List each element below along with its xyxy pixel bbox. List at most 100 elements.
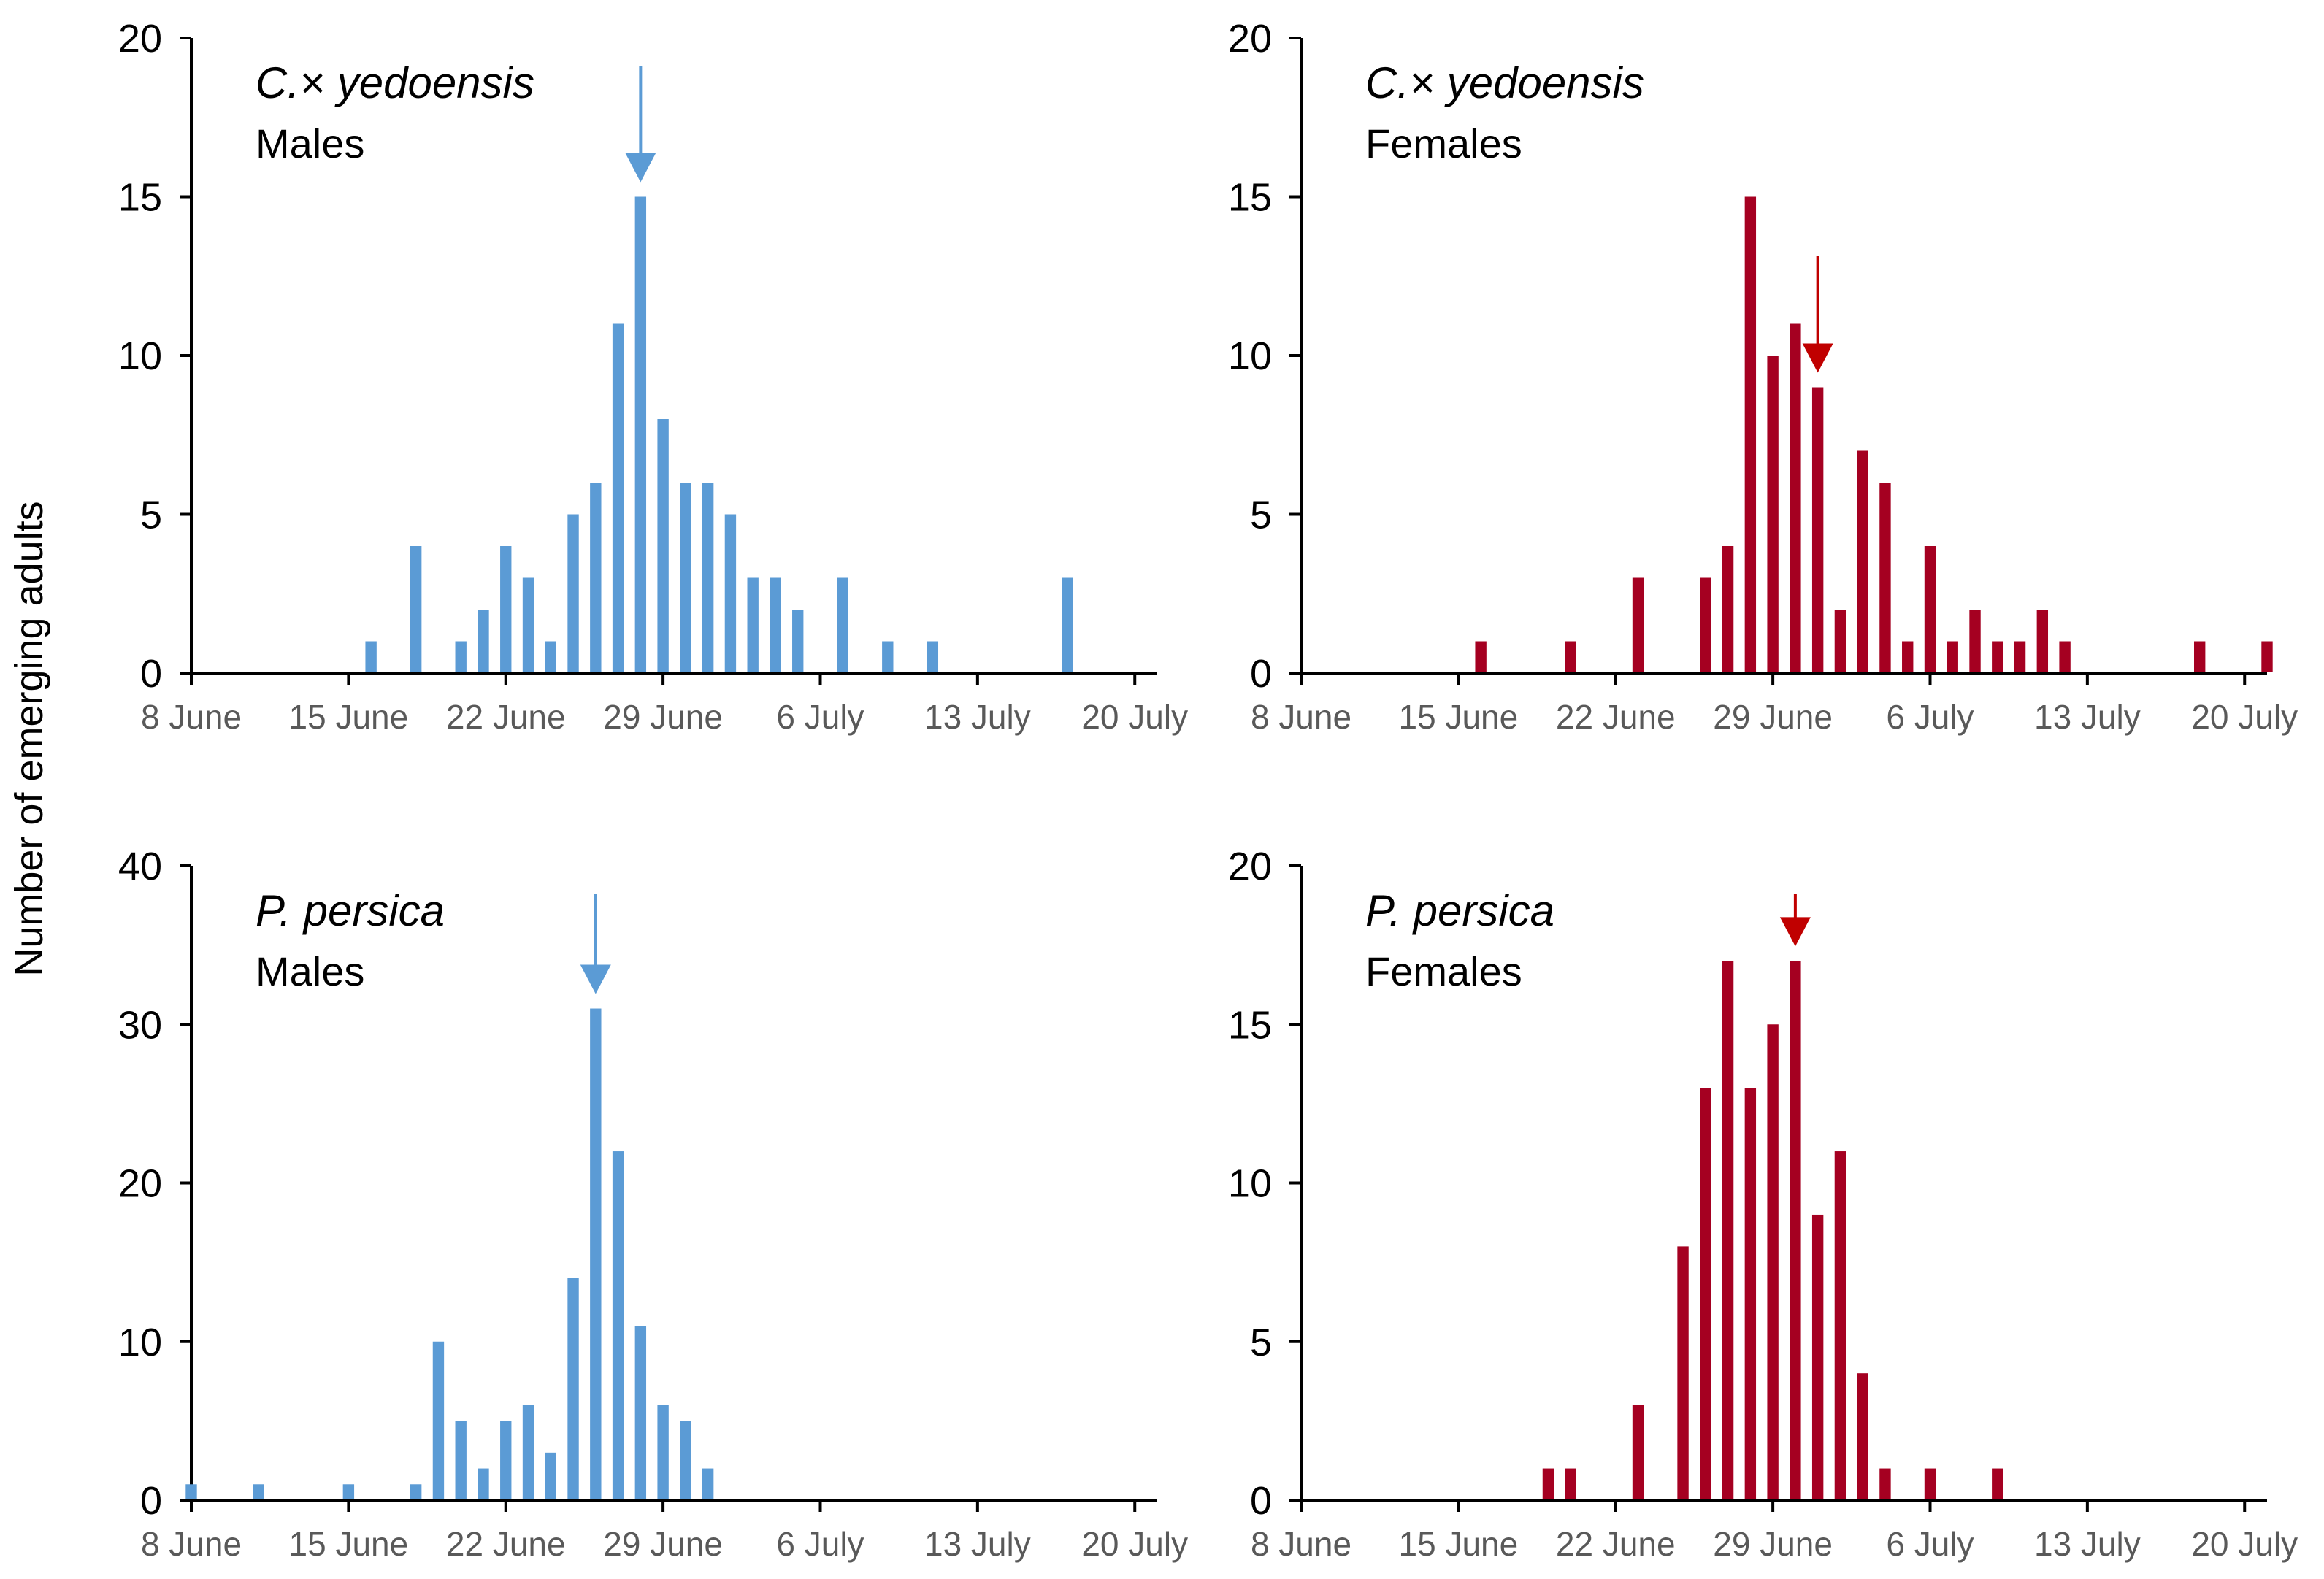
x-tick-label: 29 June xyxy=(603,1525,723,1563)
bar xyxy=(1542,1468,1554,1499)
bar xyxy=(1992,641,2003,672)
bar xyxy=(590,1008,602,1499)
x-tick-label: 6 July xyxy=(776,698,864,736)
y-tick-label: 15 xyxy=(1228,1003,1272,1047)
y-tick-label: 0 xyxy=(140,652,162,696)
bar xyxy=(1767,1024,1779,1499)
bar xyxy=(1857,450,1868,672)
bar xyxy=(365,641,377,672)
bar xyxy=(567,1278,579,1499)
bar xyxy=(342,1484,355,1499)
bar xyxy=(567,514,579,672)
bar xyxy=(1790,961,1801,1499)
x-tick-label: 15 June xyxy=(1399,698,1519,736)
bar xyxy=(657,1405,669,1499)
bar xyxy=(2036,610,2049,672)
x-tick-label: 8 June xyxy=(141,1525,242,1563)
bar xyxy=(500,1421,512,1499)
bar xyxy=(1879,483,1891,672)
x-tick-label: 6 July xyxy=(776,1525,864,1563)
species-label: C.× yedoensis xyxy=(256,58,534,107)
bar xyxy=(1475,641,1487,672)
bar xyxy=(634,1326,647,1499)
y-tick-label: 10 xyxy=(118,334,162,378)
y-tick-label: 20 xyxy=(118,17,162,61)
bar xyxy=(522,577,534,672)
y-tick-label: 10 xyxy=(1228,334,1272,378)
bar xyxy=(792,610,804,672)
bar xyxy=(455,641,467,672)
x-tick-label: 20 July xyxy=(2191,698,2298,736)
x-tick-label: 29 June xyxy=(1713,698,1833,736)
bar xyxy=(724,514,737,672)
bar xyxy=(1790,323,1801,672)
bar xyxy=(1565,1468,1576,1499)
bar xyxy=(2194,641,2206,672)
x-tick-label: 20 July xyxy=(2191,1525,2298,1563)
x-tick-label: 13 July xyxy=(2034,1525,2141,1563)
chart-panel-3: 0 10 20 30 40 8 June 15 June 22 June 29 June 6 Ju… xyxy=(118,845,1188,1563)
x-tick-label: 22 June xyxy=(1556,698,1676,736)
bar xyxy=(680,483,691,672)
y-tick-label: 5 xyxy=(1250,493,1272,537)
x-tick-label: 8 June xyxy=(1251,698,1351,736)
y-tick-label: 10 xyxy=(1228,1162,1272,1206)
y-tick-label: 40 xyxy=(118,845,162,888)
bar xyxy=(1811,1214,1824,1499)
x-tick-label: 15 June xyxy=(289,698,409,736)
x-tick-label: 22 June xyxy=(446,1525,566,1563)
bar xyxy=(612,1151,624,1499)
bar xyxy=(500,546,512,672)
x-tick-label: 13 July xyxy=(924,1525,1031,1563)
bar xyxy=(1857,1373,1868,1499)
x-tick-label: 13 July xyxy=(924,698,1031,736)
x-tick-label: 29 June xyxy=(603,698,723,736)
chart-panel-4: 0 5 10 15 20 8 June 15 June 22 June 29 June 6 Jul… xyxy=(1228,845,2298,1563)
bar xyxy=(253,1484,264,1499)
y-tick-label: 0 xyxy=(1250,1479,1272,1523)
bar xyxy=(1722,546,1734,672)
arrow-head xyxy=(625,153,656,183)
bar xyxy=(410,1484,422,1499)
species-label: P. persica xyxy=(256,886,445,935)
bar xyxy=(1947,641,1958,672)
bar xyxy=(545,1452,556,1499)
x-tick-label: 6 July xyxy=(1886,698,1974,736)
x-tick-label: 15 June xyxy=(289,1525,409,1563)
bar xyxy=(410,546,422,672)
y-tick-label: 30 xyxy=(118,1003,162,1047)
bar xyxy=(837,577,848,672)
bar xyxy=(702,483,714,672)
y-tick-label: 20 xyxy=(118,1162,162,1206)
bar xyxy=(1744,1088,1757,1499)
bar xyxy=(432,1341,445,1499)
bar xyxy=(634,196,647,672)
bar xyxy=(702,1468,714,1499)
chart-panels: 0 5 10 15 20 8 June 15 June 22 June 29 June 6 Jul… xyxy=(118,17,2298,1563)
x-tick-label: 13 July xyxy=(2034,698,2141,736)
bar xyxy=(1924,1468,1936,1499)
x-tick-label: 6 July xyxy=(1886,1525,1974,1563)
bar xyxy=(185,1484,197,1499)
bar xyxy=(927,641,939,672)
chart-panel-2: 0 5 10 15 20 8 June 15 June 22 June 29 June 6 Jul… xyxy=(1228,17,2298,736)
sex-label: Females xyxy=(1365,948,1522,994)
bar xyxy=(770,577,781,672)
bar xyxy=(1700,1088,1711,1499)
y-tick-label: 0 xyxy=(140,1479,162,1523)
chart-panel-1: 0 5 10 15 20 8 June 15 June 22 June 29 June 6 Jul… xyxy=(118,17,1188,736)
x-tick-label: 22 June xyxy=(1556,1525,1676,1563)
y-axis-label: Number of emerging adults xyxy=(7,501,51,976)
x-tick-label: 20 July xyxy=(1081,1525,1188,1563)
bar xyxy=(1834,1151,1846,1499)
bar xyxy=(1677,1246,1689,1499)
y-tick-label: 0 xyxy=(1250,652,1272,696)
bar xyxy=(1924,546,1936,672)
bar xyxy=(1902,641,1914,672)
bar xyxy=(1969,610,1981,672)
x-tick-label: 22 June xyxy=(446,698,566,736)
y-tick-label: 5 xyxy=(1250,1321,1272,1364)
species-label: P. persica xyxy=(1365,886,1554,935)
x-tick-label: 8 June xyxy=(141,698,242,736)
y-tick-label: 20 xyxy=(1228,845,1272,888)
